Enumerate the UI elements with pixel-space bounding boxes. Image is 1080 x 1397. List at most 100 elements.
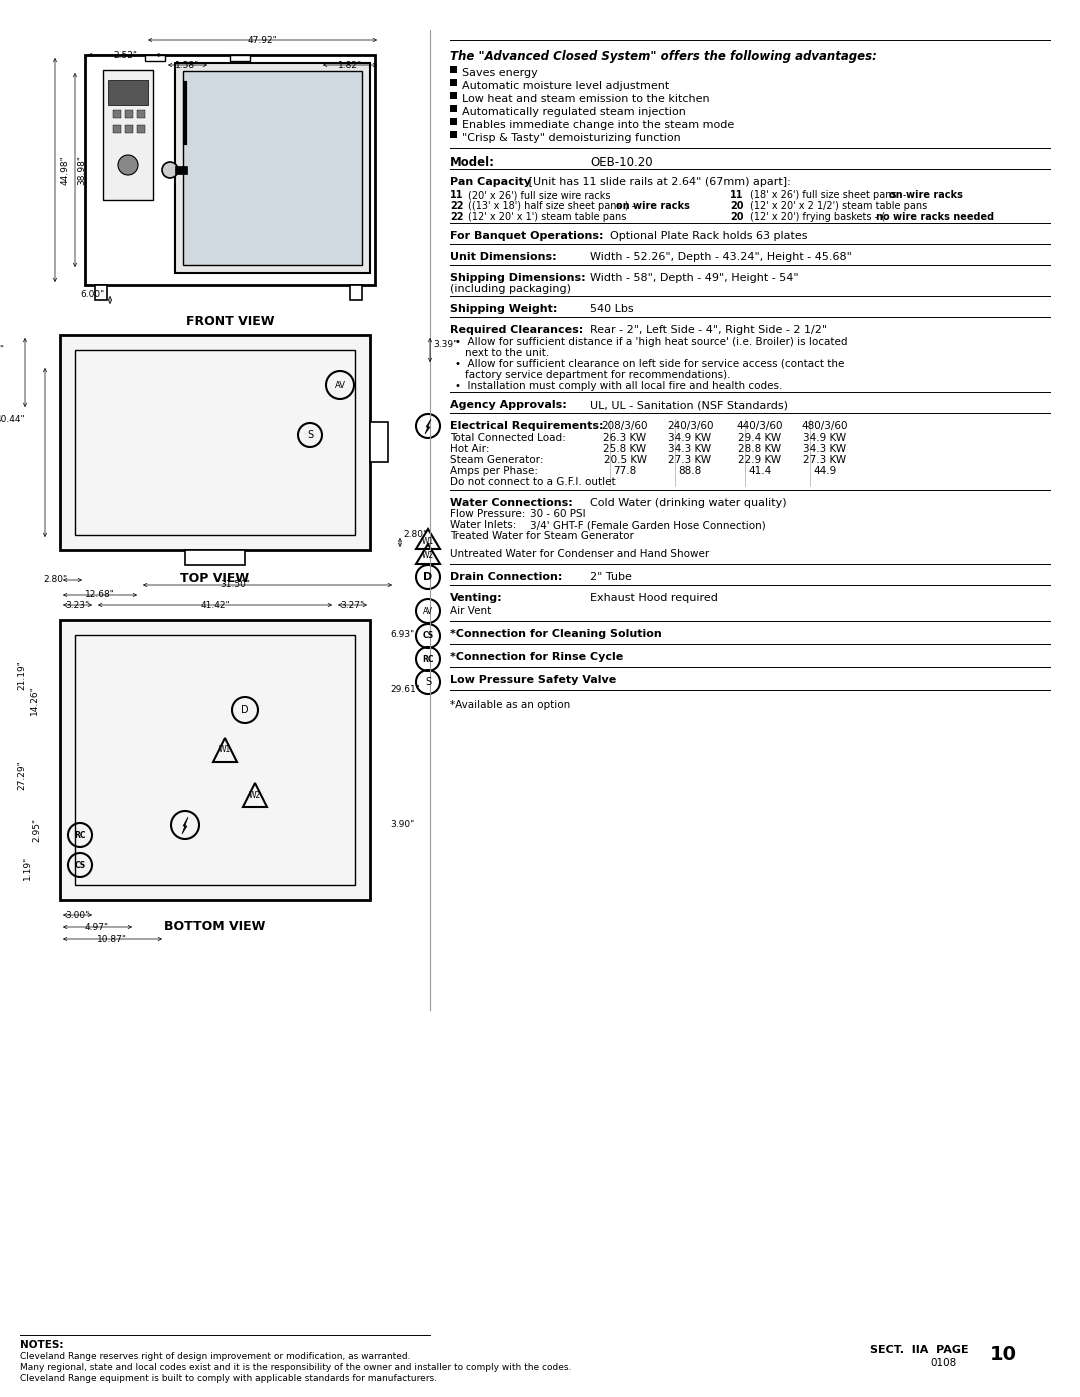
Text: SECT.  IIA  PAGE: SECT. IIA PAGE bbox=[870, 1345, 969, 1355]
Text: 11: 11 bbox=[450, 190, 463, 200]
Text: 3/4' GHT-F (Female Garden Hose Connection): 3/4' GHT-F (Female Garden Hose Connectio… bbox=[530, 520, 766, 529]
Text: Automatic moisture level adjustment: Automatic moisture level adjustment bbox=[462, 81, 670, 91]
Text: Shipping Dimensions:: Shipping Dimensions: bbox=[450, 272, 585, 284]
Text: 27.3 KW: 27.3 KW bbox=[669, 455, 712, 465]
Text: Water Inlets:: Water Inlets: bbox=[450, 520, 516, 529]
Bar bbox=[185, 550, 245, 564]
Text: 1.19": 1.19" bbox=[23, 856, 31, 880]
Text: 44.9: 44.9 bbox=[813, 467, 837, 476]
Text: 440/3/60: 440/3/60 bbox=[737, 420, 783, 432]
Text: W2: W2 bbox=[248, 791, 261, 799]
Polygon shape bbox=[426, 419, 431, 434]
Text: 27.3 KW: 27.3 KW bbox=[804, 455, 847, 465]
Text: 41.4: 41.4 bbox=[748, 467, 771, 476]
Text: 208/3/60: 208/3/60 bbox=[602, 420, 648, 432]
Bar bbox=[450, 66, 457, 73]
Bar bbox=[370, 422, 388, 462]
Text: 20: 20 bbox=[730, 212, 743, 222]
Text: 3.23": 3.23" bbox=[65, 601, 89, 610]
Bar bbox=[95, 285, 107, 300]
Bar bbox=[450, 131, 457, 138]
Bar bbox=[145, 54, 165, 61]
Text: 38.98": 38.98" bbox=[78, 155, 86, 184]
Text: 29.61": 29.61" bbox=[390, 685, 420, 694]
Bar bbox=[113, 110, 121, 117]
Bar bbox=[137, 124, 145, 133]
Text: 34.3 KW: 34.3 KW bbox=[669, 444, 712, 454]
Text: Low heat and steam emission to the kitchen: Low heat and steam emission to the kitch… bbox=[462, 94, 710, 103]
Text: *Connection for Cleaning Solution: *Connection for Cleaning Solution bbox=[450, 629, 662, 638]
Text: Enables immediate change into the steam mode: Enables immediate change into the steam … bbox=[462, 120, 734, 130]
Text: 31.50": 31.50" bbox=[220, 580, 249, 590]
Text: ((13' x 18') half size sheet pans ) -: ((13' x 18') half size sheet pans ) - bbox=[468, 201, 638, 211]
Text: W1: W1 bbox=[219, 746, 231, 754]
Text: •  Allow for sufficient distance if a 'high heat source' (i.e. Broiler) is locat: • Allow for sufficient distance if a 'hi… bbox=[455, 337, 848, 346]
Text: next to the unit.: next to the unit. bbox=[465, 348, 550, 358]
Bar bbox=[75, 636, 355, 886]
Text: [Unit has 11 slide rails at 2.64" (67mm) apart]:: [Unit has 11 slide rails at 2.64" (67mm)… bbox=[525, 177, 791, 187]
Bar bbox=[450, 105, 457, 112]
Text: 77.8: 77.8 bbox=[613, 467, 636, 476]
Text: CS: CS bbox=[75, 861, 85, 869]
Text: 0108: 0108 bbox=[930, 1358, 956, 1368]
Text: 2.80": 2.80" bbox=[43, 576, 67, 584]
Text: 1.58": 1.58" bbox=[175, 61, 199, 70]
Text: 3.39": 3.39" bbox=[433, 339, 457, 349]
Text: Automatically regulated steam injection: Automatically regulated steam injection bbox=[462, 108, 686, 117]
Bar bbox=[85, 54, 375, 285]
Text: Air Vent: Air Vent bbox=[450, 606, 491, 616]
Text: 30 - 60 PSI: 30 - 60 PSI bbox=[530, 509, 585, 520]
Text: (12' x 20') frying baskets - (: (12' x 20') frying baskets - ( bbox=[750, 212, 886, 222]
Text: Width - 58", Depth - 49", Height - 54": Width - 58", Depth - 49", Height - 54" bbox=[590, 272, 798, 284]
Text: 4.97": 4.97" bbox=[85, 923, 109, 932]
Text: CS: CS bbox=[422, 631, 433, 640]
Text: Flow Pressure:: Flow Pressure: bbox=[450, 509, 525, 520]
Text: Agency Approvals:: Agency Approvals: bbox=[450, 400, 567, 409]
Circle shape bbox=[118, 155, 138, 175]
Text: Cleveland Range reserves right of design improvement or modification, as warrant: Cleveland Range reserves right of design… bbox=[21, 1352, 410, 1361]
Bar bbox=[125, 110, 133, 117]
Text: S: S bbox=[424, 678, 431, 687]
Bar bbox=[137, 110, 145, 117]
Text: D: D bbox=[423, 571, 433, 583]
Text: Do not connect to a G.F.I. outlet: Do not connect to a G.F.I. outlet bbox=[450, 476, 616, 488]
Text: no wire racks needed: no wire racks needed bbox=[876, 212, 994, 222]
Text: 25.8 KW: 25.8 KW bbox=[604, 444, 647, 454]
Text: RC: RC bbox=[75, 830, 85, 840]
Text: 10: 10 bbox=[990, 1345, 1017, 1363]
Text: Unit Dimensions:: Unit Dimensions: bbox=[450, 251, 556, 263]
Text: Treated Water for Steam Generator: Treated Water for Steam Generator bbox=[450, 531, 634, 541]
Text: W2: W2 bbox=[422, 552, 434, 560]
Text: Rear - 2", Left Side - 4", Right Side - 2 1/2": Rear - 2", Left Side - 4", Right Side - … bbox=[590, 326, 827, 335]
Text: Amps per Phase:: Amps per Phase: bbox=[450, 467, 538, 476]
Text: Cold Water (drinking water quality): Cold Water (drinking water quality) bbox=[590, 497, 786, 509]
Text: on wire racks: on wire racks bbox=[889, 190, 962, 200]
Bar bbox=[60, 620, 370, 900]
Bar bbox=[75, 351, 355, 535]
Text: AV: AV bbox=[335, 380, 346, 390]
Text: 22: 22 bbox=[450, 201, 463, 211]
Bar bbox=[175, 166, 187, 175]
Text: "Crisp & Tasty" demoisturizing function: "Crisp & Tasty" demoisturizing function bbox=[462, 133, 680, 142]
Text: 2.80": 2.80" bbox=[403, 529, 427, 539]
Text: 540 Lbs: 540 Lbs bbox=[590, 305, 634, 314]
Text: Exhaust Hood required: Exhaust Hood required bbox=[590, 592, 718, 604]
Text: S: S bbox=[307, 430, 313, 440]
Text: RC: RC bbox=[422, 655, 434, 664]
Text: 34.3 KW: 34.3 KW bbox=[804, 444, 847, 454]
Text: Cleveland Range equipment is built to comply with applicable standards for manuf: Cleveland Range equipment is built to co… bbox=[21, 1375, 437, 1383]
Text: Electrical Requirements:: Electrical Requirements: bbox=[450, 420, 604, 432]
Text: UL, UL - Sanitation (NSF Standards): UL, UL - Sanitation (NSF Standards) bbox=[590, 400, 788, 409]
Text: For Banquet Operations:: For Banquet Operations: bbox=[450, 231, 604, 242]
Text: on wire racks: on wire racks bbox=[617, 201, 690, 211]
Bar bbox=[450, 92, 457, 99]
Text: Water Connections:: Water Connections: bbox=[450, 497, 572, 509]
Text: (20' x 26') full size wire racks: (20' x 26') full size wire racks bbox=[468, 190, 610, 200]
Text: W1: W1 bbox=[422, 536, 434, 545]
Text: OEB-10.20: OEB-10.20 bbox=[590, 156, 652, 169]
Text: Hot Air:: Hot Air: bbox=[450, 444, 489, 454]
Text: (12' x 20' x 1') steam table pans: (12' x 20' x 1') steam table pans bbox=[468, 212, 626, 222]
Text: 240/3/60: 240/3/60 bbox=[666, 420, 713, 432]
Text: Steam Generator:: Steam Generator: bbox=[450, 455, 543, 465]
Text: *Available as an option: *Available as an option bbox=[450, 700, 570, 710]
